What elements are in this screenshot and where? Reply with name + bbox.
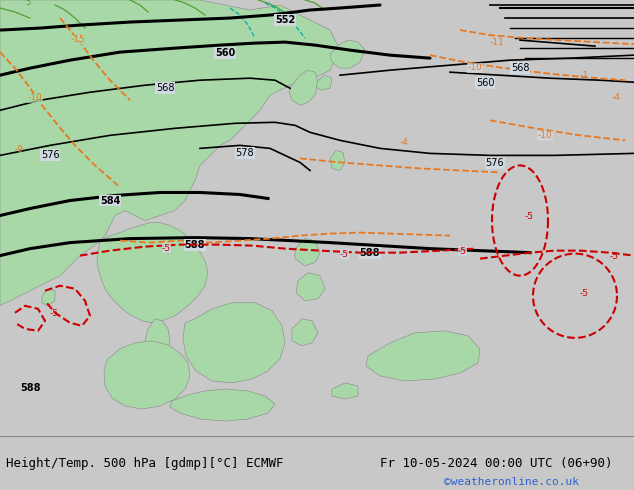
Text: -5: -5 <box>580 289 589 298</box>
Text: -10: -10 <box>468 63 482 72</box>
Text: 552: 552 <box>275 15 295 25</box>
Text: -10: -10 <box>28 93 42 102</box>
Text: -5: -5 <box>610 252 619 261</box>
Text: 578: 578 <box>236 148 254 158</box>
Text: 584: 584 <box>100 196 120 205</box>
Text: 588: 588 <box>359 247 380 258</box>
Text: -5: -5 <box>525 212 534 220</box>
Text: 560: 560 <box>476 78 495 88</box>
Text: 560: 560 <box>215 48 235 58</box>
Text: 5: 5 <box>25 0 30 7</box>
Text: 568: 568 <box>511 63 529 73</box>
Text: 576: 576 <box>41 150 60 160</box>
Text: -10: -10 <box>538 131 552 140</box>
Text: 588: 588 <box>20 383 41 393</box>
Text: 568: 568 <box>156 83 174 93</box>
Text: Height/Temp. 500 hPa [gdmp][°C] ECMWF: Height/Temp. 500 hPa [gdmp][°C] ECMWF <box>6 457 284 469</box>
Text: 576: 576 <box>486 158 504 169</box>
Text: -4: -4 <box>400 138 409 147</box>
Text: -9: -9 <box>15 146 24 154</box>
Text: -5: -5 <box>458 246 467 256</box>
Text: Fr 10-05-2024 00:00 UTC (06+90): Fr 10-05-2024 00:00 UTC (06+90) <box>380 457 613 469</box>
Text: -4: -4 <box>612 93 621 102</box>
Text: -11: -11 <box>490 38 505 47</box>
Text: -5: -5 <box>162 244 171 253</box>
Text: -15: -15 <box>70 35 86 44</box>
Text: ©weatheronline.co.uk: ©weatheronline.co.uk <box>444 477 579 487</box>
Text: -5: -5 <box>50 309 59 318</box>
Text: 588: 588 <box>184 240 205 249</box>
Text: -1: -1 <box>580 71 589 80</box>
Text: -5: -5 <box>340 249 349 259</box>
